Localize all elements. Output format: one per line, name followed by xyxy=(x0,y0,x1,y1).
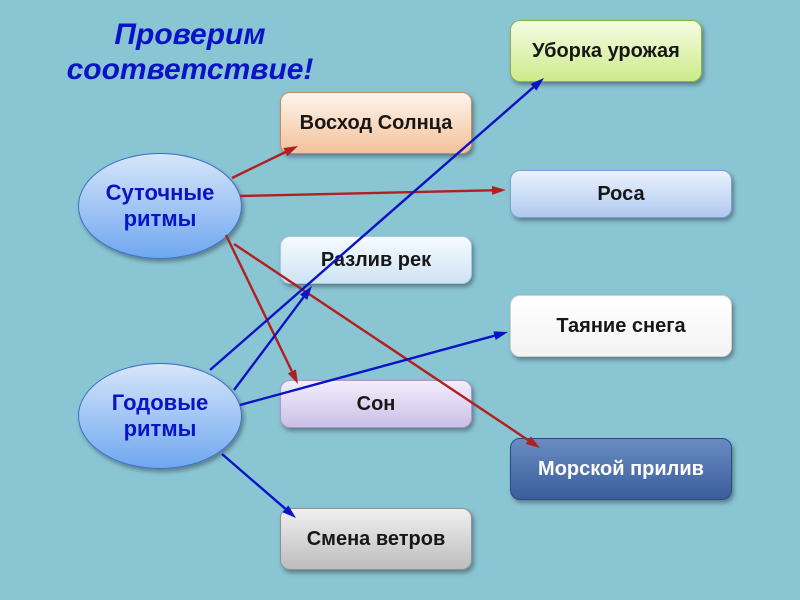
ellipse-yearly: Годовые ритмы xyxy=(78,363,242,469)
ellipse-daily: Суточные ритмы xyxy=(78,153,242,259)
box-label: Морской прилив xyxy=(528,458,714,481)
ellipse-label: Годовые ритмы xyxy=(79,390,241,443)
box-sunrise: Восход Солнца xyxy=(280,92,472,154)
slide-title: Проверим соответствие! xyxy=(45,18,335,87)
diagram-canvas: Проверим соответствие! Суточные ритмы Годо… xyxy=(0,0,800,600)
box-label: Восход Солнца xyxy=(290,112,463,135)
box-sleep: Сон xyxy=(280,380,472,428)
box-harvest: Уборка урожая xyxy=(510,20,702,82)
box-label: Сон xyxy=(347,393,406,416)
box-label: Разлив рек xyxy=(311,249,441,272)
box-tide: Морской прилив xyxy=(510,438,732,500)
box-label: Уборка урожая xyxy=(522,40,690,63)
box-snowmelt: Таяние снега xyxy=(510,295,732,357)
box-label: Смена ветров xyxy=(297,528,456,551)
box-winds: Смена ветров xyxy=(280,508,472,570)
box-floods: Разлив рек xyxy=(280,236,472,284)
box-label: Роса xyxy=(587,183,654,206)
box-label: Таяние снега xyxy=(546,315,695,338)
box-dew: Роса xyxy=(510,170,732,218)
ellipse-label: Суточные ритмы xyxy=(79,180,241,233)
